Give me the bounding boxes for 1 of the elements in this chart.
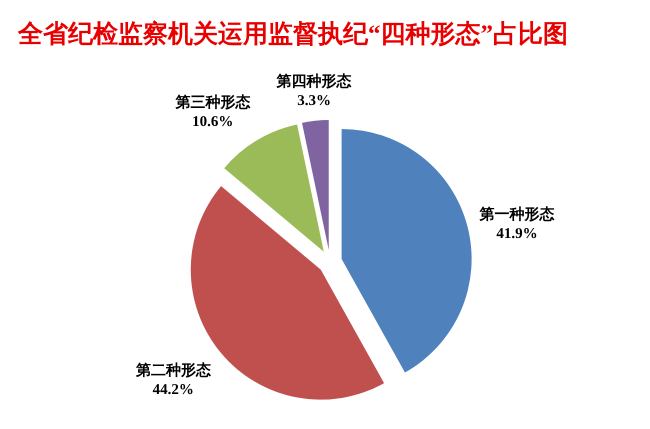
title: 全省纪检监察机关运用监督执纪“四种形态”占比图: [18, 21, 568, 48]
